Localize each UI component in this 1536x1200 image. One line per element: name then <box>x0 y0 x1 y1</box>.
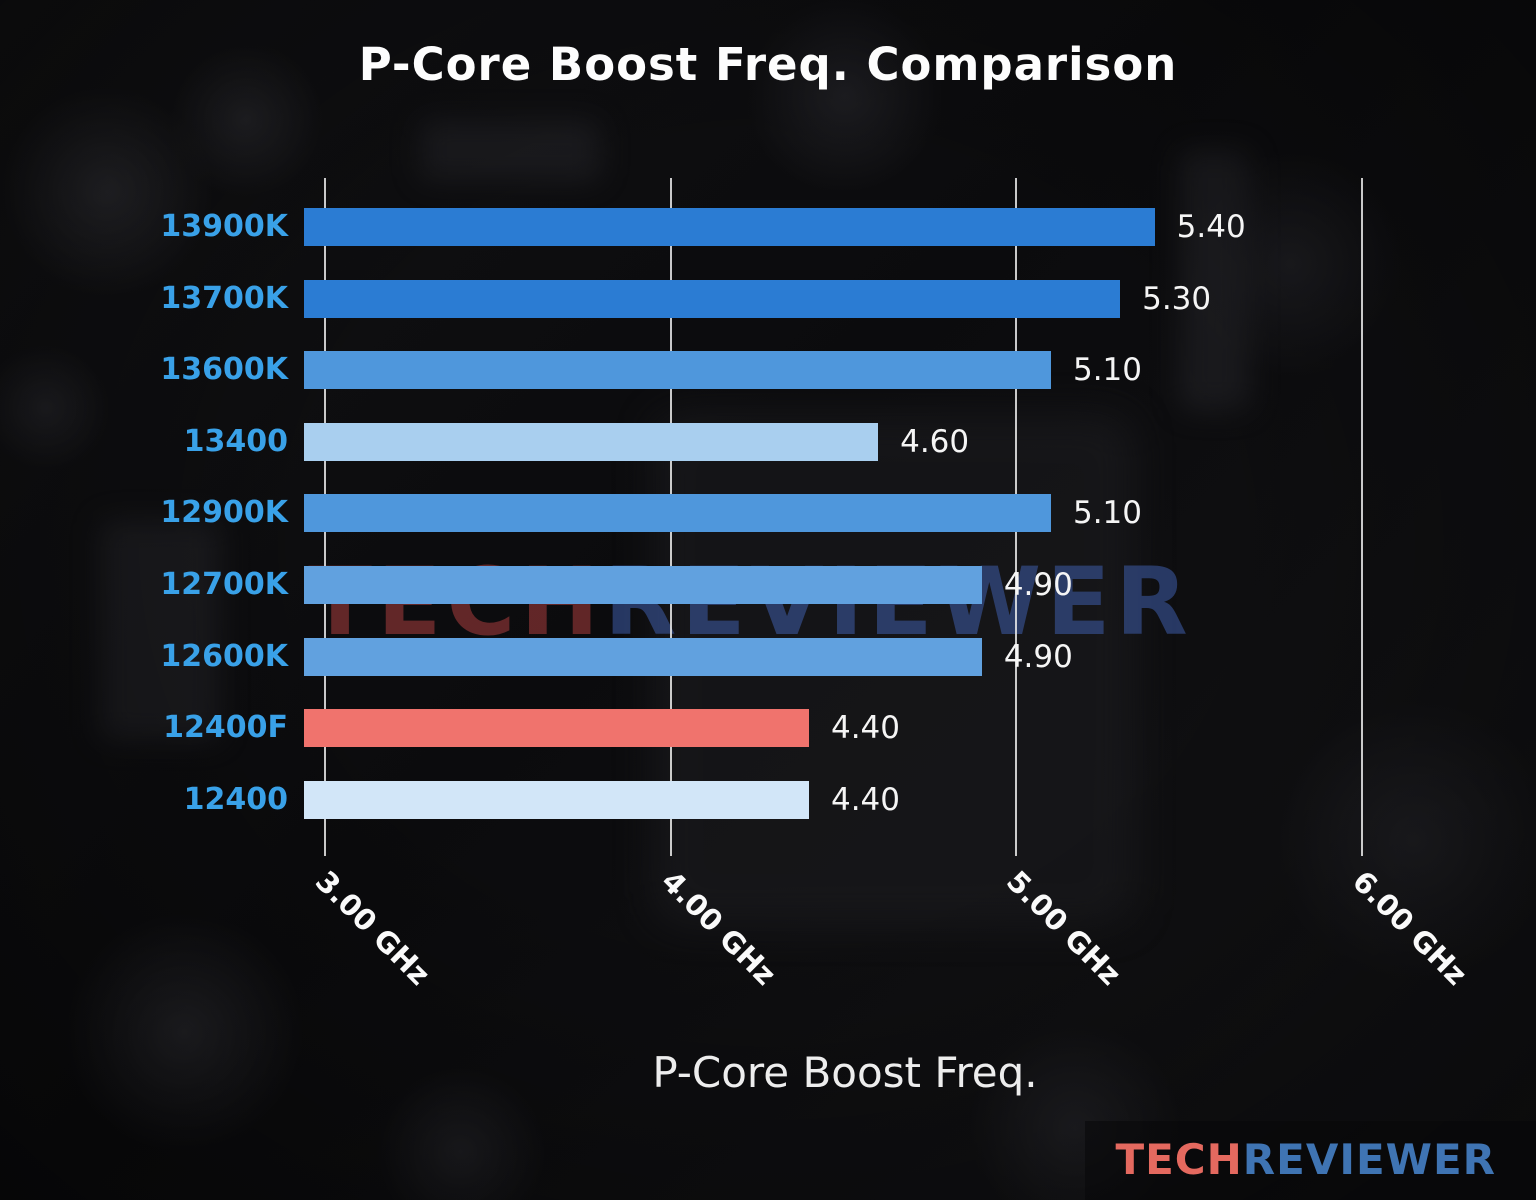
background-slot-shape <box>100 520 220 740</box>
watermark-footer-reviewer: REVIEWER <box>1242 1135 1496 1184</box>
value-label-13400: 4.60 <box>900 423 970 460</box>
background-slot-shape <box>420 120 600 180</box>
bar-13400 <box>304 422 879 461</box>
value-label-12700k: 4.90 <box>1003 567 1073 603</box>
background-slot-shape <box>1180 150 1250 410</box>
category-label-13400: 13400 <box>183 423 288 459</box>
x-axis-title: P-Core Boost Freq. <box>652 1048 1038 1097</box>
category-label-13600k: 13600K <box>160 352 288 388</box>
category-label-12700k: 12700K <box>160 567 288 602</box>
category-label-13700k: 13700K <box>160 280 288 316</box>
bar-12700k <box>304 566 982 604</box>
value-label-12400f: 4.40 <box>830 710 900 747</box>
bar-13600k <box>304 351 1051 390</box>
category-label-12600k: 12600K <box>160 638 288 674</box>
bar-12900k <box>304 494 1051 533</box>
category-label-13900k: 13900K <box>160 209 288 244</box>
bar-13900k <box>304 208 1155 246</box>
category-label-12400: 12400 <box>183 781 288 817</box>
category-label-12900k: 12900K <box>160 495 288 531</box>
bar-12600k <box>304 637 982 676</box>
value-label-13700k: 5.30 <box>1142 280 1212 317</box>
watermark-footer: TECHREVIEWER <box>1085 1121 1536 1200</box>
bar-12400f <box>304 709 809 748</box>
value-label-13900k: 5.40 <box>1176 209 1246 245</box>
category-label-12400f: 12400F <box>163 710 288 746</box>
watermark-footer-tech: TECH <box>1115 1135 1243 1184</box>
bar-13700k <box>304 279 1121 318</box>
chart-title: P-Core Boost Freq. Comparison <box>358 38 1178 91</box>
bar-12400 <box>304 780 809 819</box>
value-label-12400: 4.40 <box>830 781 900 818</box>
gridline-6.00-ghz <box>1361 178 1364 856</box>
value-label-12900k: 5.10 <box>1072 495 1142 532</box>
value-label-13600k: 5.10 <box>1072 352 1142 389</box>
value-label-12600k: 4.90 <box>1003 638 1073 675</box>
